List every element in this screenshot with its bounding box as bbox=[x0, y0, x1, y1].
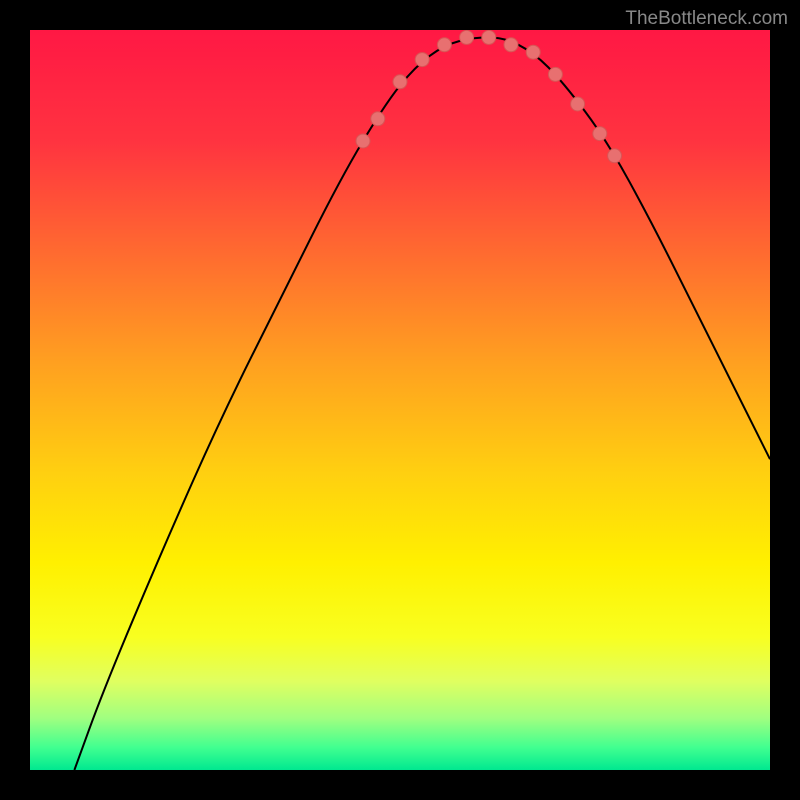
data-marker bbox=[571, 97, 585, 111]
data-marker bbox=[371, 112, 385, 126]
data-marker bbox=[437, 38, 451, 52]
data-marker bbox=[393, 75, 407, 89]
bottleneck-chart bbox=[30, 30, 770, 770]
data-marker bbox=[526, 45, 540, 59]
data-marker bbox=[356, 134, 370, 148]
data-marker bbox=[593, 127, 607, 141]
data-marker bbox=[415, 53, 429, 67]
chart-svg bbox=[30, 30, 770, 770]
data-marker bbox=[482, 30, 496, 44]
chart-background bbox=[30, 30, 770, 770]
data-marker bbox=[504, 38, 518, 52]
data-marker bbox=[548, 67, 562, 81]
data-marker bbox=[460, 30, 474, 44]
watermark-text: TheBottleneck.com bbox=[625, 8, 788, 30]
data-marker bbox=[608, 149, 622, 163]
